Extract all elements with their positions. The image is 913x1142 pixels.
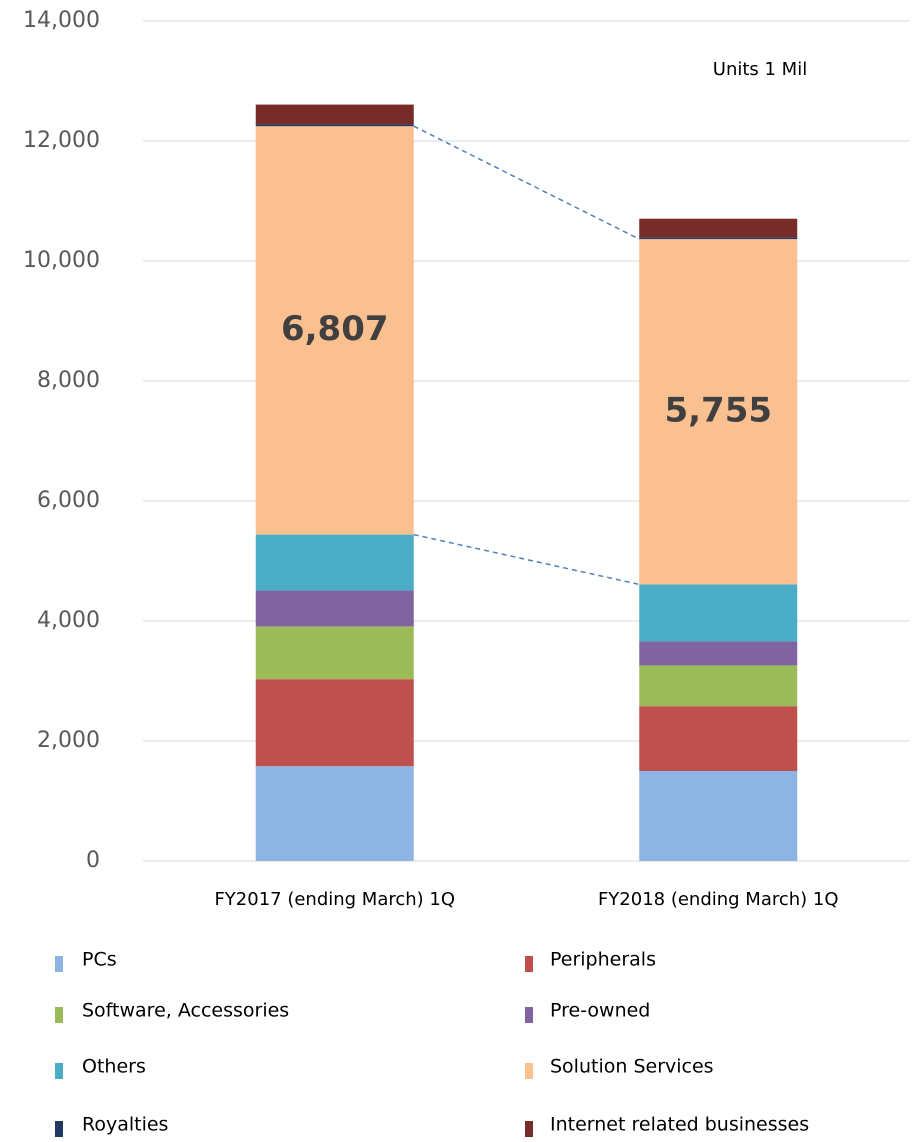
bar-segment [639, 218, 798, 238]
y-tick-label: 6,000 [37, 488, 100, 513]
legend-swatch [525, 956, 533, 972]
bar-segment [639, 237, 798, 240]
units-note: Units 1 Mil [713, 59, 807, 80]
bar-segment [639, 706, 798, 771]
legend-swatch [55, 1063, 63, 1079]
y-tick-label: 10,000 [23, 248, 100, 273]
legend-swatch [55, 1007, 63, 1023]
legend-swatch [525, 1063, 533, 1079]
y-tick-label: 2,000 [37, 728, 100, 753]
y-tick-label: 8,000 [37, 368, 100, 393]
legend-swatch [525, 1007, 533, 1023]
legend-label: Peripherals [550, 949, 656, 971]
legend-label: PCs [82, 949, 117, 971]
bar-segment [255, 126, 414, 535]
data-label: 6,807 [281, 309, 389, 349]
bar-segment [639, 641, 798, 666]
bar-segment [639, 771, 798, 861]
bar-segment [639, 239, 798, 585]
legend-swatch [525, 1121, 533, 1137]
y-tick-label: 12,000 [23, 128, 100, 153]
bar-segment [255, 766, 414, 861]
bar-segment [255, 679, 414, 767]
bar-segment [255, 590, 414, 627]
legend-swatch [55, 956, 63, 972]
bar-segment [639, 584, 798, 642]
x-tick-label: FY2017 (ending March) 1Q [214, 889, 455, 910]
legend-label: Software, Accessories [82, 1000, 289, 1022]
y-tick-label: 14,000 [23, 8, 100, 33]
legend-label: Internet related businesses [550, 1114, 809, 1136]
legend-label: Royalties [82, 1114, 168, 1136]
legend-label: Pre-owned [550, 1000, 650, 1022]
legend-swatch [55, 1121, 63, 1137]
bar-segment [255, 626, 414, 680]
bar-segment [255, 104, 414, 125]
data-label: 5,755 [664, 390, 772, 430]
bar-segment [639, 665, 798, 707]
bar-segment [255, 534, 414, 591]
y-tick-label: 4,000 [37, 608, 100, 633]
x-tick-label: FY2018 (ending March) 1Q [598, 889, 839, 910]
connector-line [413, 533, 640, 586]
bar-segment [255, 124, 414, 127]
legend-label: Solution Services [550, 1056, 714, 1078]
y-tick-label: 0 [86, 848, 100, 873]
legend-label: Others [82, 1056, 146, 1078]
connector-line [413, 125, 640, 240]
